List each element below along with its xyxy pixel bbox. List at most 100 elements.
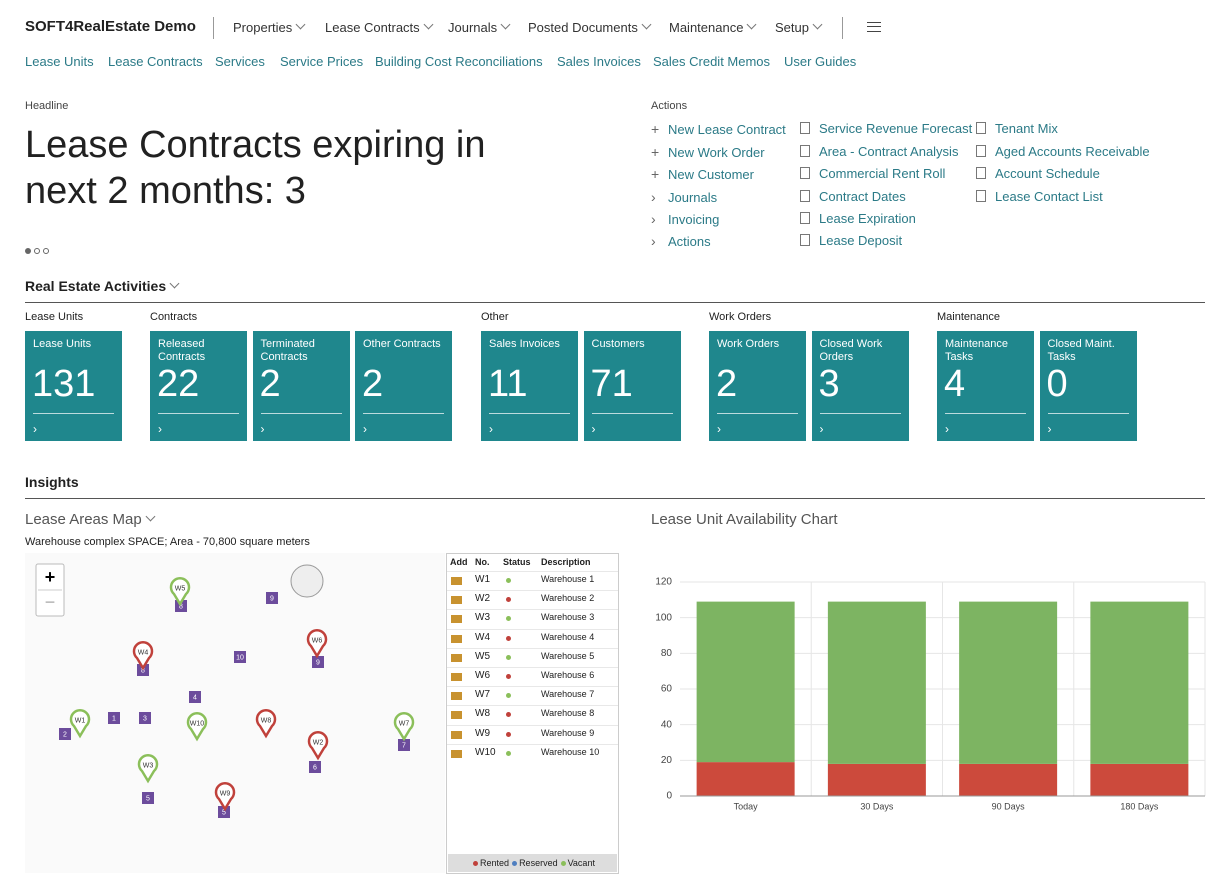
status-dot [506,693,511,699]
area-label: 1 [112,715,116,722]
pin-label: W3 [143,762,154,769]
hamburger-menu[interactable] [867,22,881,32]
action-link[interactable]: Aged Accounts Receivable [976,144,1150,159]
action-link[interactable]: Area - Contract Analysis [800,144,958,159]
action-text: Service Revenue Forecast [819,121,973,136]
tile[interactable]: Lease Units 131 › [25,331,122,441]
carousel-dots[interactable] [24,246,54,256]
tile[interactable]: Sales Invoices 11 › [481,331,578,441]
action-link[interactable]: + New Lease Contract [651,121,786,137]
tile-chevron: › [260,422,265,436]
action-link[interactable]: Account Schedule [976,166,1100,181]
tile[interactable]: Maintenance Tasks 4 › [937,331,1034,441]
area-marker [59,728,71,740]
menu-item[interactable]: Setup [775,20,821,35]
action-link[interactable]: Contract Dates [800,189,906,204]
status-dot [506,654,511,660]
area-marker [142,792,154,804]
nav-link[interactable]: Sales Credit Memos [653,54,771,69]
action-link[interactable]: Tenant Mix [976,121,1058,136]
chart-title: Lease Unit Availability Chart [651,511,838,528]
bar [959,601,1058,764]
map[interactable]: 8 9 8 10 4 1 3 2 5 6 7 9 5 W1 W2 W3 W4 W5 W6 W7 W8 W9 W10 + − [25,553,445,873]
menu-item[interactable]: Posted Documents [528,20,650,35]
add-icon[interactable] [451,615,462,624]
tile-line [819,413,901,414]
action-link[interactable]: Lease Expiration [800,211,916,226]
row-no: W9 [475,727,490,739]
action-link[interactable]: Lease Contact List [976,189,1103,204]
row-no: W2 [475,593,490,605]
add-icon[interactable] [451,711,462,720]
area-label: 9 [316,659,320,666]
nav-link[interactable]: User Guides [784,54,857,69]
nav-link[interactable]: Services [215,54,265,69]
area-label: 6 [313,764,317,771]
nav-link[interactable]: Lease Units [25,54,94,69]
legend-dot [560,861,566,866]
add-icon[interactable] [451,596,462,605]
building [290,564,324,598]
y-tick-label: 20 [661,755,673,766]
bar [959,763,1058,796]
action-icon [800,190,810,202]
menu-item[interactable]: Journals [448,20,509,35]
section-title[interactable]: Real Estate Activities [25,278,178,294]
row-description: Warehouse 1 [541,574,595,584]
action-text: Account Schedule [995,166,1100,181]
tile-group-label: Maintenance [937,311,1000,323]
action-link[interactable]: › Invoicing [651,211,719,227]
bar [827,601,926,764]
tile[interactable]: Closed Maint. Tasks 0 › [1039,331,1137,441]
zoom-in[interactable]: + [45,567,56,587]
tile[interactable]: Work Orders 2 › [709,331,806,441]
tile-value: 0 [1046,363,1068,405]
action-link[interactable]: › Journals [651,189,717,205]
action-link[interactable]: + New Customer [651,166,754,182]
map-pin [255,709,277,739]
add-icon[interactable] [451,730,462,739]
nav-link[interactable]: Sales Invoices [557,54,641,69]
nav-link[interactable]: Building Cost Reconciliations [375,54,543,69]
add-icon[interactable] [451,577,462,585]
add-icon[interactable] [451,634,462,643]
tile[interactable]: Released Contracts 22 › [150,331,247,441]
menu-item[interactable]: Properties [233,20,304,35]
action-text: Commercial Rent Roll [819,166,946,181]
add-icon[interactable] [451,653,462,662]
table-header: Status [503,557,531,567]
map-title[interactable]: Lease Areas Map [25,511,154,528]
row-divider [447,667,618,668]
action-icon [800,234,810,246]
area-label: 4 [193,694,197,701]
action-link[interactable]: Lease Deposit [800,233,902,248]
nav-link[interactable]: Lease Contracts [108,54,203,69]
bar [1090,763,1189,796]
tile-chevron: › [819,422,824,436]
tile[interactable]: Closed Work Orders 3 › [811,331,909,441]
action-link[interactable]: Commercial Rent Roll [800,166,945,181]
tile-value: 3 [818,363,840,405]
separator [213,17,214,39]
action-link[interactable]: Service Revenue Forecast [800,121,972,136]
tile[interactable]: Terminated Contracts 2 › [252,331,350,441]
add-icon[interactable] [451,673,462,681]
row-divider [447,705,618,707]
action-text: Area - Contract Analysis [819,144,959,159]
status-dot [506,616,511,622]
action-link[interactable]: + New Work Order [651,144,765,160]
action-link[interactable]: › Actions [651,233,711,249]
tile[interactable]: Other Contracts 2 › [355,331,452,441]
tile[interactable]: Customers 71 › [583,331,681,441]
nav-link[interactable]: Service Prices [280,54,364,69]
menu-item[interactable]: Lease Contracts [325,20,432,35]
zoom-out[interactable]: − [45,592,56,612]
pin-label: W1 [75,717,86,724]
tile-value: 4 [944,363,966,405]
pin-label: W4 [138,649,149,656]
add-icon[interactable] [451,749,462,758]
add-icon[interactable] [451,692,462,701]
menu-item[interactable]: Maintenance [669,20,755,35]
area-label: 10 [236,654,244,661]
action-text: Lease Deposit [819,233,903,248]
